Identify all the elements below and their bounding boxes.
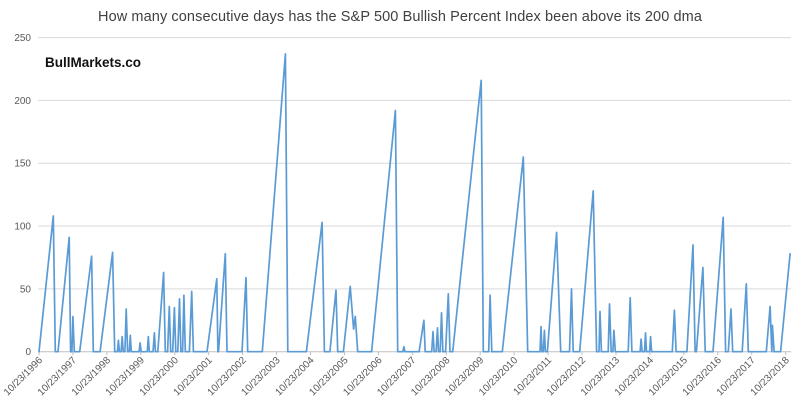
y-tick-label: 50 — [20, 284, 32, 295]
x-axis-labels: 10/23/199610/23/199710/23/199810/23/1999… — [2, 351, 792, 398]
y-axis-labels: 0 50 100 150 200 250 — [14, 33, 31, 358]
series-line — [38, 53, 791, 353]
y-tick-label: 0 — [25, 347, 31, 358]
y-tick-label: 100 — [14, 222, 31, 233]
watermark-text: BullMarkets.co — [45, 55, 142, 70]
chart-title: How many consecutive days has the S&P 50… — [98, 9, 702, 25]
gridlines — [38, 37, 791, 353]
y-tick-label: 200 — [14, 96, 31, 107]
y-tick-label: 250 — [14, 33, 31, 44]
y-tick-label: 150 — [14, 159, 31, 170]
